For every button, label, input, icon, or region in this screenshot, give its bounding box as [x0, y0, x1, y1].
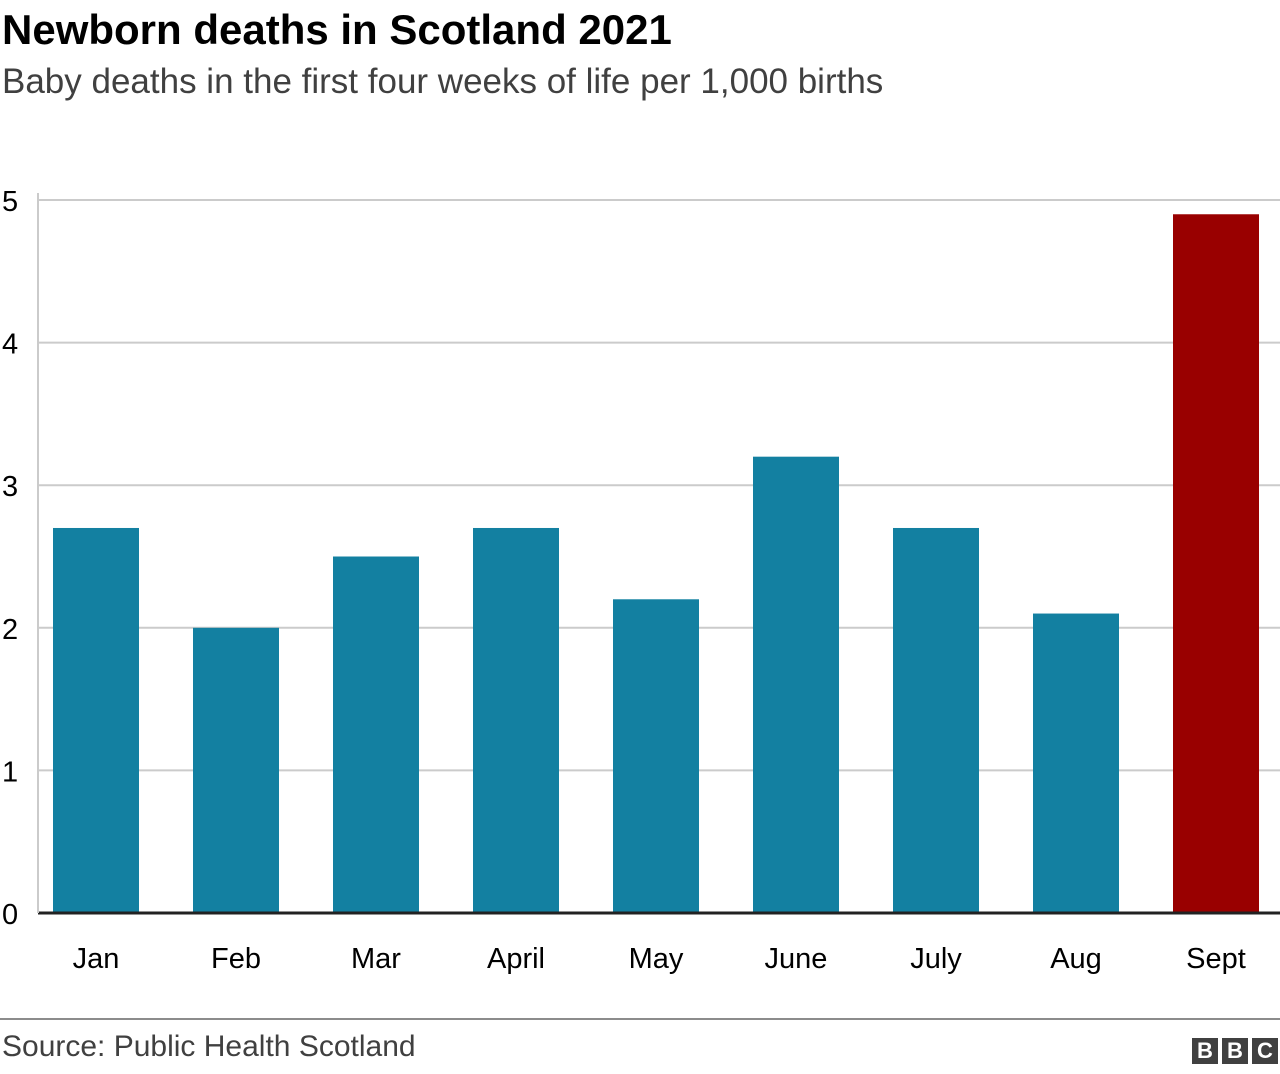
source-note: Source: Public Health Scotland	[2, 1030, 416, 1063]
chart-subtitle: Baby deaths in the first four weeks of l…	[2, 62, 884, 101]
x-tick-label: April	[487, 943, 545, 975]
y-tick-label: 2	[2, 614, 18, 646]
x-tick-label: Aug	[1050, 943, 1102, 975]
bar-chart: 0 1 2 3 4 5 Jan Feb Mar April May June July Aug Sept	[2, 186, 1280, 975]
bars	[53, 214, 1259, 913]
bar-mar	[333, 556, 419, 913]
y-tick-label: 1	[2, 756, 18, 788]
axes: 0 1 2 3 4 5 Jan Feb Mar April May June July Aug Sept	[2, 186, 1280, 975]
y-tick-label: 5	[2, 186, 18, 218]
x-tick-label: Feb	[211, 943, 261, 975]
chart-title: Newborn deaths in Scotland 2021	[2, 6, 672, 53]
x-tick-label: Mar	[351, 943, 401, 975]
x-tick-label: Jan	[73, 943, 120, 975]
bar-april	[473, 527, 559, 913]
bar-aug	[1033, 613, 1119, 913]
y-tick-label: 4	[2, 329, 18, 361]
x-tick-label: June	[765, 943, 828, 975]
bar-jan	[53, 527, 139, 913]
logo-letter-b2: B	[1222, 1038, 1248, 1064]
y-tick-label: 3	[2, 471, 18, 503]
bar-sept	[1173, 214, 1259, 913]
x-tick-label: Sept	[1186, 943, 1246, 975]
bar-may	[613, 599, 699, 913]
logo-letter-c: C	[1252, 1038, 1278, 1064]
y-tick-label: 0	[2, 899, 18, 931]
bbc-logo: B B C	[1192, 1038, 1278, 1064]
bar-july	[893, 527, 979, 913]
footer-divider	[0, 1018, 1280, 1020]
bar-june	[753, 456, 839, 913]
x-tick-label: May	[629, 943, 684, 975]
x-tick-label: July	[910, 943, 962, 975]
bar-feb	[193, 627, 279, 913]
logo-letter-b1: B	[1192, 1038, 1218, 1064]
